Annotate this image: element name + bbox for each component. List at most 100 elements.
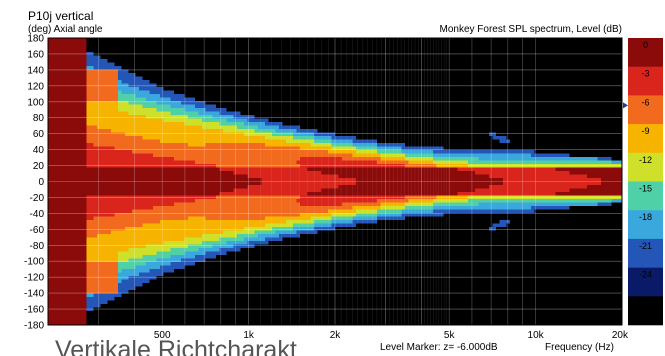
heatmap-cell: [272, 52, 276, 56]
heatmap-cell: [384, 83, 388, 88]
heatmap-cell: [601, 66, 605, 70]
heatmap-cell: [594, 52, 598, 56]
heatmap-cell: [205, 76, 210, 81]
heatmap-cell: [538, 48, 542, 53]
heatmap-cell: [366, 90, 371, 95]
heatmap-cell: [422, 101, 427, 105]
heatmap-cell: [107, 76, 112, 81]
heatmap-cell: [601, 52, 605, 56]
heatmap-cell: [566, 80, 570, 84]
heatmap-cell: [373, 139, 378, 144]
heatmap-cell: [111, 97, 115, 102]
heatmap-cell: [135, 52, 140, 56]
heatmap-cell: [223, 108, 227, 112]
heatmap-cell: [79, 38, 84, 42]
heatmap-cell: [188, 97, 192, 102]
heatmap-cell: [314, 90, 318, 95]
heatmap-cell: [321, 139, 325, 144]
heatmap-cell: [219, 38, 224, 42]
heatmap-cell: [153, 38, 157, 42]
heatmap-cell: [566, 87, 570, 91]
heatmap-cell: [282, 45, 287, 49]
heatmap-cell: [153, 59, 157, 63]
heatmap-cell: [79, 104, 84, 109]
heatmap-cell: [468, 62, 472, 67]
heatmap-cell: [114, 87, 119, 91]
heatmap-cell: [177, 122, 182, 126]
heatmap-cell: [167, 108, 171, 112]
heatmap-cell: [167, 139, 171, 144]
heatmap-cell: [51, 115, 56, 119]
heatmap-cell: [485, 97, 490, 102]
heatmap-cell: [107, 66, 112, 70]
heatmap-cell: [380, 101, 385, 105]
heatmap-cell: [398, 62, 402, 67]
heatmap-cell: [300, 66, 304, 70]
heatmap-cell: [391, 94, 395, 98]
heatmap-cell: [212, 59, 217, 63]
heatmap-cell: [265, 125, 269, 130]
heatmap-cell: [328, 59, 332, 63]
heatmap-cell: [548, 55, 553, 60]
heatmap-cell: [534, 55, 539, 60]
heatmap-cell: [352, 80, 357, 84]
heatmap-cell: [72, 90, 77, 95]
heatmap-cell: [440, 125, 444, 130]
heatmap-cell: [461, 83, 465, 88]
heatmap-cell: [230, 108, 234, 112]
heatmap-cell: [590, 66, 595, 70]
heatmap-cell: [464, 139, 469, 144]
heatmap-cell: [244, 104, 248, 109]
heatmap-cell: [450, 45, 455, 49]
heatmap-cell: [86, 87, 91, 91]
heatmap-cell: [198, 55, 203, 60]
heatmap-cell: [230, 118, 234, 123]
heatmap-cell: [366, 62, 371, 67]
heatmap-cell: [202, 122, 206, 126]
heatmap-cell: [156, 125, 161, 130]
heatmap-cell: [296, 48, 301, 53]
heatmap-cell: [503, 48, 507, 53]
heatmap-cell: [195, 73, 199, 77]
heatmap-cell: [471, 83, 476, 88]
heatmap-cell: [429, 104, 434, 109]
heatmap-cell: [79, 48, 84, 53]
heatmap-cell: [496, 97, 500, 102]
heatmap-cell: [202, 62, 206, 67]
heatmap-cell: [415, 132, 420, 137]
heatmap-cell: [443, 97, 448, 102]
heatmap-cell: [597, 90, 602, 95]
heatmap-cell: [562, 122, 567, 126]
heatmap-cell: [471, 66, 476, 70]
heatmap-cell: [541, 59, 546, 63]
heatmap-cell: [398, 73, 402, 77]
heatmap-cell: [254, 94, 259, 98]
heatmap-cell: [387, 136, 392, 140]
heatmap-cell: [349, 90, 353, 95]
heatmap-cell: [513, 115, 518, 119]
heatmap-cell: [503, 59, 507, 63]
heatmap-cell: [268, 59, 273, 63]
heatmap-cell: [300, 94, 304, 98]
heatmap-cell: [457, 129, 462, 133]
heatmap-cell: [338, 52, 343, 56]
heatmap-cell: [251, 55, 255, 60]
heatmap-cell: [156, 41, 161, 46]
heatmap-cell: [412, 111, 416, 116]
heatmap-cell: [237, 41, 241, 46]
heatmap-cell: [76, 48, 80, 53]
heatmap-cell: [48, 45, 52, 49]
heatmap-cell: [412, 97, 416, 102]
heatmap-cell: [198, 136, 203, 140]
heatmap-cell: [163, 52, 168, 56]
heatmap-cell: [177, 139, 182, 144]
heatmap-cell: [310, 52, 315, 56]
heatmap-cell: [352, 76, 357, 81]
heatmap-cell: [226, 69, 231, 74]
heatmap-cell: [429, 111, 434, 116]
heatmap-cell: [475, 59, 479, 63]
heatmap-cell: [349, 101, 353, 105]
heatmap-cell: [48, 59, 52, 63]
heatmap-cell: [611, 122, 616, 126]
heatmap-cell: [244, 90, 248, 95]
